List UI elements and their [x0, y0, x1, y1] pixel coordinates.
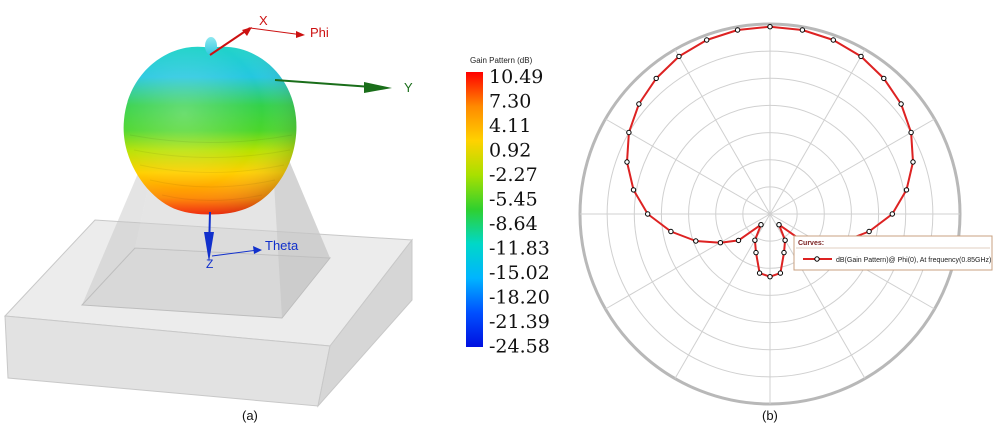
data-point — [758, 222, 764, 228]
data-point — [830, 37, 836, 43]
data-point — [903, 187, 910, 193]
data-point — [645, 211, 651, 217]
data-point — [668, 228, 674, 235]
data-point — [781, 249, 787, 256]
colorbar-tick-label: -15.02 — [489, 262, 550, 284]
data-point — [676, 53, 682, 60]
colorbar-tick-label: -24.58 — [489, 336, 550, 358]
axis-theta: Theta — [211, 238, 299, 257]
gain-series — [624, 24, 916, 280]
caption-b: (b) — [762, 408, 778, 423]
colorbar-tick-label: -11.83 — [489, 238, 550, 260]
polar-spoke — [605, 118, 771, 215]
colorbar-title: Gain Pattern (dB) — [470, 56, 533, 65]
data-point — [630, 187, 637, 193]
colorbar-tick-label: 10.49 — [489, 66, 543, 88]
data-point — [753, 249, 759, 256]
colorbar-tick-label: -18.20 — [489, 287, 550, 309]
data-point — [734, 27, 741, 33]
data-point — [898, 101, 904, 107]
axis-phi-label: Phi — [310, 25, 329, 40]
legend-title: Curves: — [798, 240, 824, 247]
data-point — [799, 27, 806, 33]
polar-spoke — [674, 49, 771, 215]
polar-spoke — [605, 213, 771, 310]
data-point — [910, 159, 916, 165]
axis-z-label: Z — [206, 257, 213, 271]
caption-a: (a) — [242, 408, 258, 423]
colorbar-tick-label: -21.39 — [489, 311, 550, 333]
data-point — [782, 237, 788, 243]
pattern-3d-view: X Phi Y Z Theta Gain Pattern (dB) 10.49 7… — [3, 13, 550, 408]
pattern-nub — [205, 37, 217, 55]
axis-theta-label: Theta — [265, 238, 299, 253]
radiation-pattern-body — [123, 37, 297, 215]
data-point — [653, 75, 659, 82]
colorbar-tick-label: 4.11 — [489, 115, 531, 137]
data-point — [889, 211, 895, 217]
data-point — [717, 240, 724, 246]
legend-entry: dB(Gain Pattern)@ Phi(0), At frequency(0… — [836, 257, 991, 264]
data-point — [626, 129, 632, 136]
axis-phi: Phi — [249, 25, 329, 40]
polar-spoke — [769, 118, 935, 215]
axis-z: Z — [204, 211, 214, 271]
data-point — [767, 24, 773, 30]
data-point — [908, 129, 914, 136]
colorbar-tick-label: 0.92 — [489, 140, 531, 162]
colorbar-tick-label: 7.30 — [489, 91, 531, 113]
colorbar-tick-label: -2.27 — [489, 164, 538, 186]
data-point — [756, 270, 763, 276]
data-point — [776, 222, 782, 228]
data-point — [866, 228, 872, 235]
legend-marker — [814, 256, 820, 262]
polar-spoke — [769, 49, 866, 215]
substrate-side — [317, 238, 413, 408]
data-point — [624, 159, 630, 165]
data-point — [777, 270, 784, 276]
axis-x-label: X — [259, 13, 268, 28]
axis-y-label: Y — [404, 80, 413, 95]
axis-x: X — [209, 13, 268, 56]
data-point — [881, 75, 887, 82]
colorbar: Gain Pattern (dB) 10.49 7.304.11 0.92-2.27… — [466, 56, 550, 358]
colorbar-tick-label: -8.64 — [489, 213, 538, 235]
data-point — [752, 237, 758, 243]
data-point — [858, 53, 864, 60]
data-point — [704, 37, 710, 43]
curves-legend[interactable]: Curves: dB(Gain Pattern)@ Phi(0), At fre… — [793, 235, 993, 271]
colorbar-gradient — [466, 72, 483, 347]
polar-grid — [578, 22, 962, 406]
data-point — [767, 274, 773, 280]
data-point — [693, 238, 699, 244]
data-point — [636, 101, 642, 107]
colorbar-tick-label: -5.45 — [489, 189, 538, 211]
polar-plot: Curves: dB(Gain Pattern)@ Phi(0), At fre… — [578, 22, 993, 406]
axis-y: Y — [274, 79, 413, 95]
data-point — [735, 237, 742, 244]
